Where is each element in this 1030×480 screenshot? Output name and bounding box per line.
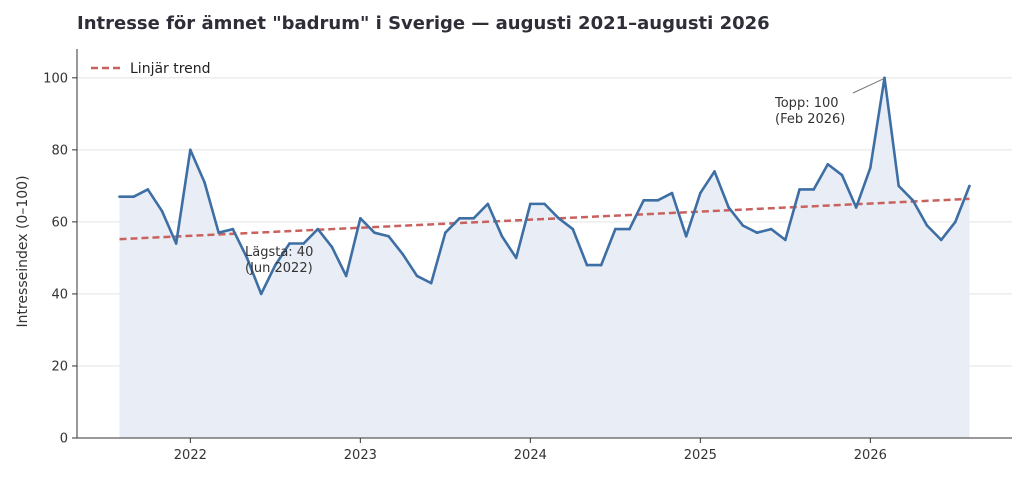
data-point xyxy=(968,184,971,188)
x-axis-ticks: 2022 2023 2024 2025 2026 xyxy=(174,438,887,463)
y-tick-label: 60 xyxy=(51,215,68,230)
legend: Linjär trend xyxy=(91,61,211,77)
data-point xyxy=(118,195,121,198)
x-tick-label: 2026 xyxy=(854,448,887,463)
data-point xyxy=(614,227,617,231)
chart-title: Intresse för ämnet "badrum" i Sverige — … xyxy=(77,13,770,34)
data-point xyxy=(784,238,787,242)
data-point xyxy=(302,242,305,245)
y-tick-label: 20 xyxy=(51,359,68,374)
y-tick-label: 40 xyxy=(51,287,68,302)
data-point xyxy=(869,166,872,170)
data-point xyxy=(628,227,631,231)
data-point xyxy=(486,202,490,206)
data-point xyxy=(883,76,886,80)
data-point xyxy=(812,188,815,191)
data-point xyxy=(259,292,263,296)
data-point xyxy=(939,238,943,242)
data-point xyxy=(755,231,759,234)
x-tick-label: 2022 xyxy=(174,448,207,463)
data-point xyxy=(642,198,645,202)
data-point xyxy=(132,195,135,198)
data-point xyxy=(699,191,702,195)
data-point xyxy=(925,224,929,227)
data-point xyxy=(798,188,801,191)
data-point xyxy=(373,231,376,234)
data-point xyxy=(458,216,461,220)
data-point xyxy=(585,263,589,267)
data-point xyxy=(472,216,475,220)
axes xyxy=(76,49,1012,439)
data-point xyxy=(769,227,773,231)
data-point xyxy=(429,281,433,285)
data-point xyxy=(571,227,575,231)
annotation-low-date: (Jun 2022) xyxy=(245,261,313,276)
data-point xyxy=(684,234,688,238)
data-point xyxy=(543,202,546,206)
data-point xyxy=(826,162,830,166)
data-point xyxy=(245,256,249,260)
data-point xyxy=(330,245,334,249)
data-point xyxy=(897,184,900,188)
annotations: Topp: 100(Feb 2026) Lägsta: 40(Jun 2022) xyxy=(245,78,884,276)
data-point xyxy=(146,188,150,191)
data-point xyxy=(316,227,320,231)
data-point xyxy=(444,231,447,234)
data-point xyxy=(231,227,235,231)
data-point xyxy=(160,209,164,213)
data-point xyxy=(217,231,220,234)
data-point xyxy=(911,198,915,202)
y-axis-label: Intresseindex (0–100) xyxy=(15,175,31,327)
annotation-peak-arrow xyxy=(852,78,884,94)
data-point xyxy=(529,202,532,206)
data-point xyxy=(840,173,844,177)
data-point xyxy=(500,234,504,238)
data-point xyxy=(656,198,660,202)
data-point xyxy=(713,170,716,173)
annotation-low-label: Lägsta: 40 xyxy=(245,245,313,260)
data-point xyxy=(854,206,858,209)
data-point xyxy=(174,242,178,245)
data-point xyxy=(954,220,957,224)
annotation-peak-date: (Feb 2026) xyxy=(775,112,845,127)
trend-line xyxy=(119,197,970,241)
x-tick-label: 2025 xyxy=(684,448,717,463)
annotation-peak-label: Topp: 100 xyxy=(774,96,839,111)
data-point xyxy=(741,224,745,227)
data-point xyxy=(274,263,277,267)
y-tick-label: 100 xyxy=(43,71,68,86)
series-area-fill xyxy=(119,77,970,438)
data-point xyxy=(514,256,518,260)
data-point xyxy=(359,216,362,220)
data-point xyxy=(203,180,206,184)
y-tick-label: 0 xyxy=(60,432,68,447)
legend-label-trend: Linjär trend xyxy=(130,61,211,77)
data-point xyxy=(415,274,419,278)
data-point xyxy=(401,253,405,256)
y-tick-label: 80 xyxy=(51,143,68,158)
data-point xyxy=(727,206,730,209)
y-axis-ticks: 0 20 40 60 80 100 xyxy=(43,71,77,447)
data-point xyxy=(189,148,192,152)
x-tick-label: 2023 xyxy=(344,448,377,463)
data-point xyxy=(387,234,390,238)
x-tick-label: 2024 xyxy=(514,448,547,463)
data-point xyxy=(557,216,560,220)
series-points xyxy=(118,76,971,296)
data-point xyxy=(670,191,674,195)
data-point xyxy=(344,274,348,278)
data-point xyxy=(599,263,603,267)
data-point xyxy=(288,242,291,245)
